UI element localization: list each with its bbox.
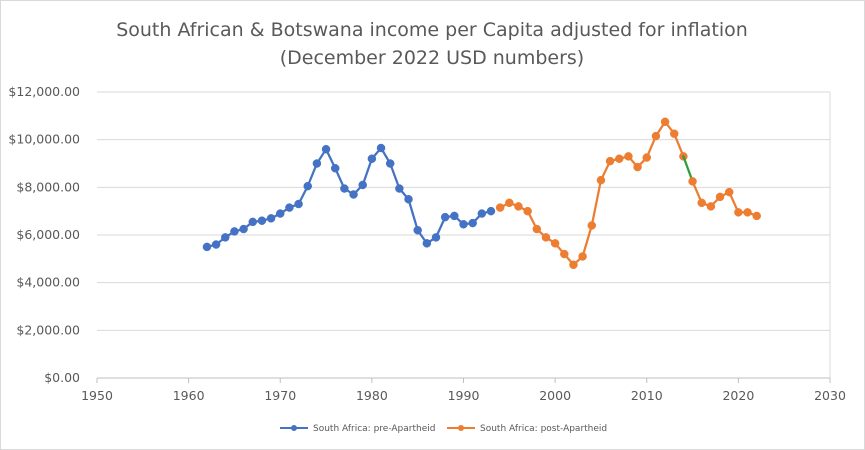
data-point (266, 214, 276, 223)
data-point (752, 211, 761, 221)
data-point (669, 129, 679, 138)
data-point (395, 184, 404, 193)
x-tick-label: 2020 (722, 388, 754, 403)
data-point (660, 117, 670, 127)
data-point (560, 249, 569, 259)
data-point (450, 211, 459, 221)
data-point (248, 217, 258, 227)
data-point (615, 154, 624, 163)
data-point (697, 198, 706, 208)
data-point (367, 154, 377, 163)
chart-title: South African & Botswana income per Capi… (116, 19, 748, 41)
data-point (239, 224, 248, 234)
data-point (578, 252, 587, 261)
data-point (688, 177, 697, 186)
x-tick-label: 2030 (814, 388, 846, 403)
y-tick-label: $12,000.00 (8, 84, 80, 99)
y-tick-label: $6,000.00 (16, 227, 80, 242)
data-point (486, 206, 496, 216)
series-line-2 (682, 155, 694, 183)
legend-swatch-marker (458, 425, 464, 431)
data-point (468, 218, 477, 228)
data-point (477, 209, 487, 218)
data-point (541, 233, 551, 242)
data-point (211, 240, 221, 249)
data-point (605, 156, 615, 166)
data-point (276, 209, 285, 218)
data-point (724, 187, 734, 197)
x-tick-label: 2010 (631, 388, 663, 403)
data-point (294, 199, 303, 209)
data-point (202, 242, 212, 252)
series-lines (202, 117, 761, 270)
data-point (459, 220, 468, 229)
x-tick-label: 1960 (173, 388, 205, 403)
x-tick-label: 2000 (539, 388, 571, 403)
data-point (330, 164, 340, 173)
data-point (340, 184, 349, 193)
data-point (633, 162, 642, 172)
data-point (422, 239, 432, 248)
axes: $0.00 $2,000.00 $4,000.00 $6,000.00 $8,000.0… (8, 84, 846, 403)
data-point (569, 260, 578, 270)
data-point (514, 202, 523, 211)
data-point (706, 202, 716, 211)
data-point (624, 152, 633, 161)
data-point (257, 216, 267, 225)
data-point (221, 233, 230, 242)
data-point (532, 224, 542, 234)
data-point (404, 195, 413, 204)
data-point (715, 192, 725, 202)
data-point (734, 208, 743, 217)
chart-subtitle: (December 2022 USD numbers) (280, 47, 584, 69)
data-point (285, 203, 294, 212)
data-point (495, 203, 505, 212)
data-point (321, 144, 331, 154)
y-tick-label: $10,000.00 (8, 132, 80, 147)
data-point (642, 153, 651, 162)
y-tick-label: $2,000.00 (16, 322, 80, 337)
x-tick-label: 1980 (356, 388, 388, 403)
data-point (550, 239, 560, 248)
data-point (303, 181, 312, 191)
data-point (587, 221, 597, 230)
legend-swatch-marker (291, 425, 297, 431)
data-point (523, 206, 532, 216)
data-point (376, 143, 386, 153)
data-point (230, 227, 239, 236)
legend: South Africa: pre-Apartheid South Africa:… (280, 424, 607, 434)
data-point (743, 208, 752, 217)
x-tick-label: 1970 (264, 388, 296, 403)
data-point (413, 225, 422, 235)
y-tick-label: $8,000.00 (16, 179, 80, 194)
data-point (385, 159, 395, 168)
legend-label: South Africa: pre-Apartheid (313, 424, 435, 434)
data-point (505, 198, 514, 208)
x-tick-label: 1990 (448, 388, 480, 403)
legend-label: South Africa: post-Apartheid (480, 424, 607, 434)
data-point (312, 159, 322, 168)
data-point (596, 175, 606, 185)
data-point (358, 180, 367, 190)
data-point (440, 212, 450, 222)
gridlines (97, 91, 831, 378)
data-point (431, 233, 441, 242)
data-point (651, 131, 661, 141)
data-point (349, 190, 358, 199)
y-tick-label: $0.00 (44, 370, 80, 385)
y-tick-label: $4,000.00 (16, 275, 80, 290)
x-tick-label: 1950 (81, 388, 113, 403)
